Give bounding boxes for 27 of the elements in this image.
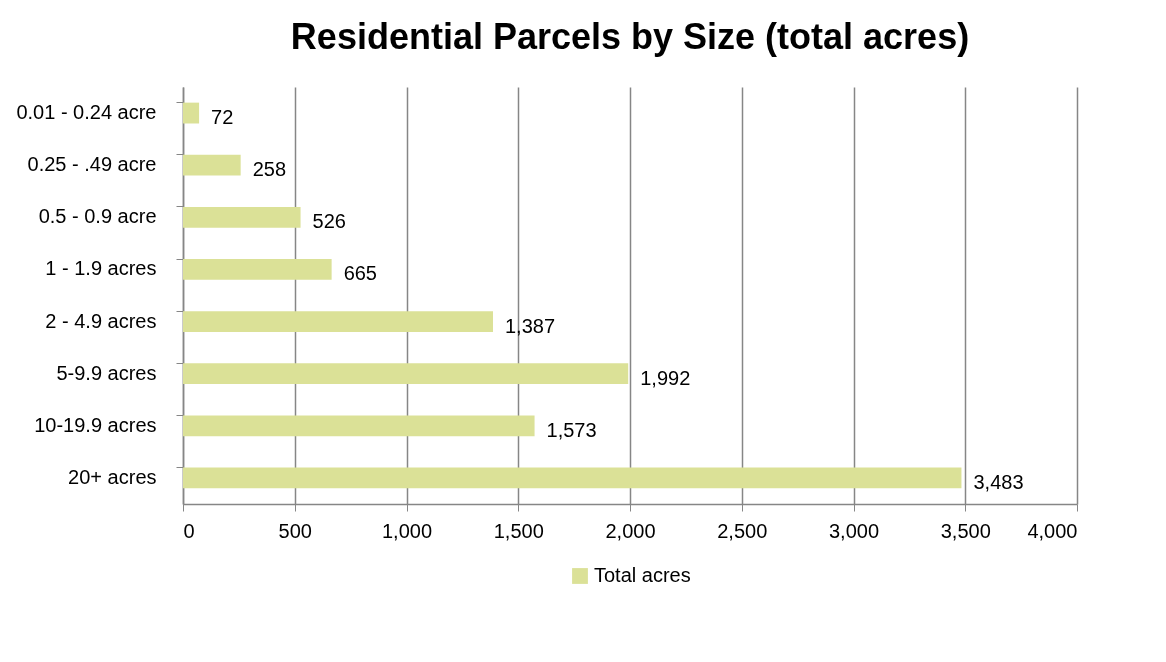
data-label: 258: [252, 158, 287, 181]
x-tick-label: 2,000: [605, 519, 656, 542]
y-tick-label: 0.01 - 0.24 acre: [16, 101, 157, 124]
y-tick-label: 5-9.9 acres: [56, 361, 157, 384]
legend-label: Total acres: [594, 564, 691, 586]
data-label: 72: [211, 106, 234, 129]
data-label: 526: [312, 210, 346, 233]
x-tick-label: 1,000: [381, 519, 433, 542]
x-tick-label: 500: [278, 519, 312, 542]
y-tick-label: 20+ acres: [68, 465, 157, 488]
x-tick-label: 3,500: [940, 519, 991, 542]
x-tick-label: 0: [183, 519, 195, 542]
data-label: 1,387: [504, 314, 556, 337]
chart-title: Residential Parcels by Size (total acres): [290, 16, 970, 57]
data-label: 1,573: [546, 418, 597, 441]
y-tick-label: 2 - 4.9 acres: [45, 309, 157, 332]
x-tick-label: 1,500: [493, 519, 544, 542]
data-label: 1,992: [640, 366, 691, 389]
x-tick-label: 2,500: [717, 519, 768, 542]
data-label: 3,483: [973, 470, 1024, 493]
x-tick-label: 4,000: [1027, 519, 1078, 542]
y-tick-label: 10-19.9 acres: [34, 413, 157, 436]
data-label: 665: [343, 262, 377, 285]
y-tick-label: 1 - 1.9 acres: [45, 257, 157, 280]
y-tick-label: 0.5 - 0.9 acre: [38, 205, 157, 228]
y-tick-label: 0.25 - .49 acre: [27, 153, 157, 176]
x-tick-label: 3,000: [828, 519, 880, 542]
